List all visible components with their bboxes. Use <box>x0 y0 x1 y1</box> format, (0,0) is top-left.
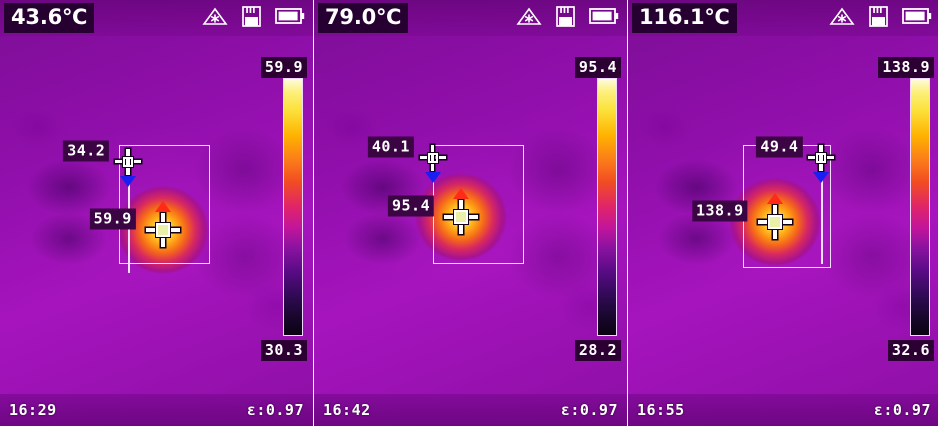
crosshair-center <box>154 222 171 239</box>
status-bar-bottom: 16:55 ε:0.97 <box>628 394 938 426</box>
cold-triangle-icon <box>424 171 441 183</box>
scale-max-value: 95.4 <box>574 57 621 78</box>
color-scale-bar[interactable] <box>910 78 930 336</box>
capture-time: 16:29 <box>9 401 57 419</box>
hot-triangle-icon <box>154 201 171 213</box>
hot-spot-value: 138.9 <box>691 200 748 222</box>
crosshair-icon <box>115 148 142 175</box>
status-bar-top: 116.1℃ <box>628 0 938 36</box>
hot-spot-value: 95.4 <box>387 195 435 217</box>
sd-card-icon[interactable] <box>242 5 261 31</box>
crosshair-center <box>426 151 439 164</box>
status-bar-top: 43.6℃ <box>0 0 313 36</box>
crosshair-arm-vertical <box>126 148 130 175</box>
status-icon-group <box>516 5 627 31</box>
cold-spot-value: 49.4 <box>756 136 803 158</box>
hot-spot-value: 59.9 <box>89 208 136 230</box>
status-icon-group <box>202 5 313 31</box>
cold-spot-marker[interactable]: 40.1 <box>367 136 446 183</box>
status-bar-top: 79.0℃ <box>314 0 627 36</box>
thermal-panel-2[interactable]: 95.4 40.1 95.4 28.2 79.0℃ <box>314 0 627 426</box>
battery-icon[interactable] <box>902 7 932 29</box>
capture-time: 16:55 <box>637 401 685 419</box>
scale-max-value: 59.9 <box>260 57 307 78</box>
crosshair-icon <box>757 204 792 239</box>
sd-card-icon[interactable] <box>869 5 888 31</box>
auto-calibration-icon[interactable] <box>829 7 855 30</box>
capture-time: 16:42 <box>323 401 371 419</box>
thermal-panel-3[interactable]: 138.9 49.4 138.9 32.6 116.1℃ <box>628 0 938 426</box>
measurement-region-box[interactable] <box>118 144 210 265</box>
auto-calibration-icon[interactable] <box>516 7 542 30</box>
panel-divider <box>313 0 314 426</box>
cold-marker-leader-line <box>821 174 823 265</box>
status-bar-bottom: 16:42 ε:0.97 <box>314 394 627 426</box>
crosshair-arm-vertical <box>819 144 823 171</box>
cold-triangle-icon <box>120 175 137 187</box>
crosshair-arm-vertical <box>430 144 435 171</box>
thermal-image <box>314 0 627 426</box>
cold-spot-value: 34.2 <box>63 140 110 162</box>
scale-min-value: 28.2 <box>574 340 621 361</box>
cold-marker-leader-line <box>432 174 435 260</box>
emissivity-value: ε:0.97 <box>246 401 304 419</box>
crosshair-icon <box>145 213 180 248</box>
main-temperature-readout: 79.0℃ <box>318 3 409 33</box>
sd-card-icon[interactable] <box>556 5 575 31</box>
status-bar-bottom: 16:29 ε:0.97 <box>0 394 313 426</box>
crosshair-center <box>766 213 783 230</box>
crosshair-center <box>122 155 135 168</box>
scale-max-value: 138.9 <box>878 57 934 78</box>
hot-spot-marker[interactable]: 59.9 <box>89 201 180 248</box>
crosshair-icon <box>444 200 479 235</box>
status-icon-group <box>829 5 938 31</box>
main-temperature-readout: 43.6℃ <box>4 3 95 33</box>
hot-triangle-icon <box>453 188 470 200</box>
color-scale-bar[interactable] <box>597 78 617 336</box>
cold-triangle-icon <box>813 171 830 183</box>
panel-divider <box>627 0 628 426</box>
cold-spot-marker[interactable]: 34.2 <box>63 140 142 187</box>
cold-spot-value: 40.1 <box>367 136 414 158</box>
battery-icon[interactable] <box>275 7 305 29</box>
cold-spot-marker[interactable]: 49.4 <box>756 136 835 183</box>
auto-calibration-icon[interactable] <box>202 7 228 30</box>
hot-spot-marker[interactable]: 138.9 <box>691 192 792 239</box>
emissivity-value: ε:0.97 <box>873 401 931 419</box>
battery-icon[interactable] <box>589 7 619 29</box>
scale-min-value: 30.3 <box>260 340 307 361</box>
main-temperature-readout: 116.1℃ <box>632 3 737 33</box>
color-scale-bar[interactable] <box>283 78 303 336</box>
crosshair-icon <box>419 144 446 171</box>
hot-triangle-icon <box>766 192 783 204</box>
crosshair-center <box>453 209 470 226</box>
hot-spot-marker[interactable]: 95.4 <box>387 188 479 235</box>
crosshair-icon <box>808 144 835 171</box>
thermal-panel-1[interactable]: 59.9 34.2 59.9 30.3 43.6℃ <box>0 0 313 426</box>
scale-min-value: 32.6 <box>887 340 934 361</box>
crosshair-center <box>815 151 828 164</box>
emissivity-value: ε:0.97 <box>560 401 618 419</box>
